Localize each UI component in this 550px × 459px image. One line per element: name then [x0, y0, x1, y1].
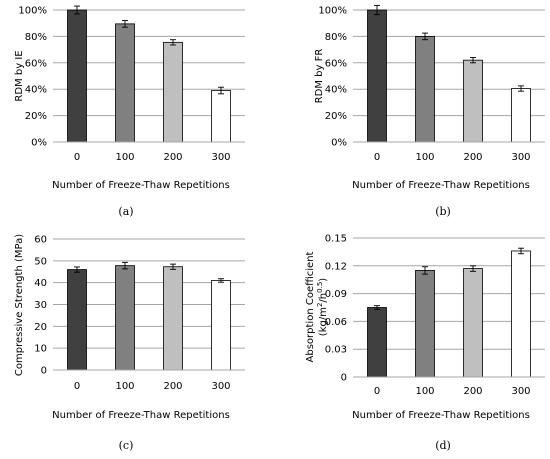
- bar: [415, 36, 435, 143]
- bar: [367, 9, 387, 143]
- x-tick-label: 0: [74, 381, 80, 392]
- bar: [115, 23, 135, 143]
- x-tick-label: 100: [415, 152, 434, 163]
- bar: [463, 59, 483, 143]
- x-tick-label: 200: [463, 152, 482, 163]
- unit-text: (kg/m: [318, 307, 329, 336]
- bar: [463, 268, 483, 378]
- y-tick-label: 0%: [331, 138, 347, 149]
- x-tick-label: 100: [415, 386, 434, 397]
- chart-panel: 0% 20% 40% 60% 80% 100% 0 100 200 300 Number of Fr…: [314, 4, 545, 218]
- error-bar: [170, 39, 176, 46]
- x-tick-label: 300: [511, 386, 530, 397]
- bar: [511, 88, 531, 143]
- y-axis-title: RDM by IE: [14, 50, 25, 101]
- y-tick-label: 0%: [31, 138, 47, 149]
- y-tick-label: 80%: [325, 32, 347, 43]
- x-tick-label: 0: [374, 152, 380, 163]
- x-tick-label: 100: [115, 152, 134, 163]
- error-bar: [374, 4, 380, 16]
- error-bar: [74, 266, 80, 273]
- bar: [415, 270, 435, 378]
- y-tick-label: 0.15: [325, 234, 347, 245]
- bar: [211, 280, 231, 371]
- y-tick-label: 40%: [325, 85, 347, 96]
- x-tick-label: 0: [74, 152, 80, 163]
- x-tick-label: 300: [511, 152, 530, 163]
- error-bar: [422, 266, 428, 275]
- error-bar: [122, 261, 128, 270]
- y-tick-label: 0.06: [325, 317, 347, 328]
- error-bar: [374, 305, 380, 310]
- y-tick-label: 20%: [325, 111, 347, 122]
- bar: [67, 9, 87, 143]
- x-tick-label: 100: [115, 381, 134, 392]
- error-bar: [518, 247, 524, 255]
- chart-panel: 0 10 20 30 40 50 60 0 100 200 300 Number of Freeze-…: [14, 234, 245, 452]
- y-tick-label: 80%: [25, 32, 47, 43]
- x-tick-label: 300: [211, 152, 230, 163]
- panel-label: (a): [118, 205, 133, 218]
- y-tick-label: 60%: [325, 58, 347, 69]
- x-tick-label: 200: [163, 152, 182, 163]
- unit-superscript: 0.5: [316, 282, 324, 293]
- x-axis-title: Number of Freeze-Thaw Repetitions: [52, 180, 230, 191]
- bar: [163, 266, 183, 371]
- panel-label: (b): [435, 205, 451, 218]
- error-bar: [470, 57, 476, 64]
- unit-text: /h: [318, 293, 329, 303]
- error-bar: [470, 265, 476, 272]
- x-axis-title: Number of Freeze-Thaw Repetitions: [52, 410, 230, 421]
- x-tick-label: 200: [163, 381, 182, 392]
- chart-panel: 0 0.03 0.06 0.09 0.12 0.15 0 100 200 300 Number of…: [305, 234, 545, 452]
- y-tick-label: 100%: [318, 6, 347, 17]
- x-axis-title: Number of Freeze-Thaw Repetitions: [352, 410, 530, 421]
- error-bar: [518, 85, 524, 92]
- bar: [511, 250, 531, 378]
- error-bar: [74, 5, 80, 15]
- unit-text: ): [318, 278, 329, 282]
- y-axis-title: RDM by FR: [314, 49, 325, 104]
- y-tick-label: 20%: [25, 111, 47, 122]
- y-tick-label: 60: [34, 235, 47, 246]
- y-tick-label: 60%: [25, 58, 47, 69]
- bar: [67, 269, 87, 371]
- error-bar: [422, 32, 428, 41]
- error-bar: [218, 278, 224, 283]
- y-axis-title: Compressive Strength (MPa): [14, 234, 25, 376]
- y-tick-label: 0.09: [325, 289, 347, 300]
- y-tick-label: 50: [34, 256, 47, 267]
- panel-label: (d): [435, 439, 451, 452]
- y-tick-label: 40: [34, 278, 47, 289]
- y-axis-title: Absorption Coefficient: [305, 251, 316, 362]
- panel-label: (c): [119, 439, 134, 452]
- chart-panel: 0% 20% 40% 60% 80% 100% 0 100 200 300 Number of Fr…: [14, 5, 245, 218]
- error-bar: [122, 20, 128, 28]
- x-tick-label: 0: [374, 386, 380, 397]
- y-tick-label: 10: [34, 344, 47, 355]
- y-tick-label: 0: [341, 373, 347, 384]
- error-bar: [170, 263, 176, 270]
- y-tick-label: 0.12: [325, 261, 347, 272]
- x-tick-label: 300: [211, 381, 230, 392]
- unit-superscript: 2: [316, 303, 324, 307]
- y-tick-label: 0.03: [325, 345, 347, 356]
- bar: [211, 90, 231, 143]
- error-bar: [218, 86, 224, 95]
- x-tick-label: 200: [463, 386, 482, 397]
- y-tick-label: 100%: [18, 6, 47, 17]
- y-tick-label: 20: [34, 322, 47, 333]
- y-axis-unit: (kg/m2/h0.5): [316, 278, 329, 336]
- y-tick-label: 40%: [25, 85, 47, 96]
- y-tick-label: 0: [41, 366, 47, 377]
- x-axis-title: Number of Freeze-Thaw Repetitions: [352, 180, 530, 191]
- bar: [163, 41, 183, 143]
- bar: [115, 265, 135, 371]
- y-tick-label: 30: [34, 300, 47, 311]
- bar: [367, 307, 387, 378]
